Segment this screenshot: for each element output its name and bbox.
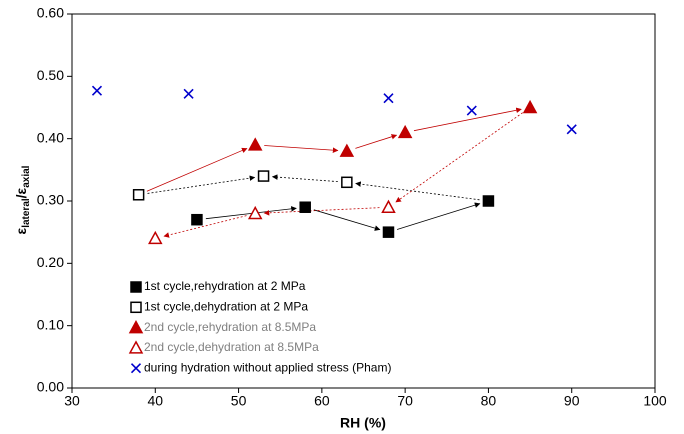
marker xyxy=(341,176,353,189)
y-tick-label: 0.50 xyxy=(37,67,64,83)
y-label-part: /ε xyxy=(13,187,29,198)
legend-label: 1st cycle,rehydration at 2 MPa xyxy=(144,279,306,293)
arrow xyxy=(147,175,256,194)
marker xyxy=(148,230,163,245)
x-tick-label: 60 xyxy=(314,393,330,409)
arrow xyxy=(163,215,247,238)
x-tick-label: 90 xyxy=(564,393,580,409)
marker xyxy=(130,281,142,293)
legend-label: 1st cycle,dehydration at 2 MPa xyxy=(144,299,308,313)
marker xyxy=(128,340,144,354)
y-label-part: axial xyxy=(21,165,32,187)
marker xyxy=(482,195,495,207)
legend-label: 2nd cycle,dehydration at 8.5MPa xyxy=(144,340,319,354)
x-tick-label: 40 xyxy=(147,393,163,409)
marker xyxy=(132,189,145,201)
marker xyxy=(257,170,270,182)
marker xyxy=(522,99,538,114)
marker xyxy=(299,201,311,213)
marker xyxy=(247,137,263,151)
y-tick-label: 0.10 xyxy=(37,316,64,332)
marker xyxy=(191,213,203,226)
x-tick-label: 100 xyxy=(643,393,667,409)
arrow xyxy=(396,202,481,230)
arrow xyxy=(205,206,297,220)
x-tick-label: 80 xyxy=(481,393,497,409)
marker xyxy=(397,124,413,139)
arrow xyxy=(395,112,523,203)
arrow xyxy=(313,209,381,231)
marker xyxy=(383,93,394,104)
marker xyxy=(382,226,395,238)
y-tick-label: 0.00 xyxy=(37,379,64,395)
y-label-part: ε xyxy=(13,227,29,234)
legend-label: 2nd cycle,rehydration at 8.5MPa xyxy=(144,320,316,334)
y-tick-label: 0.20 xyxy=(37,254,64,270)
marker xyxy=(183,88,194,99)
arrow xyxy=(146,147,248,192)
arrow xyxy=(263,207,380,216)
marker xyxy=(128,320,144,334)
marker xyxy=(339,143,355,157)
marker xyxy=(91,85,103,96)
arrow xyxy=(413,107,522,132)
marker xyxy=(566,124,577,135)
marker xyxy=(130,363,142,374)
arrow xyxy=(355,134,398,149)
x-tick-label: 50 xyxy=(231,393,247,409)
marker xyxy=(130,301,142,314)
arrow xyxy=(264,145,339,153)
arrow xyxy=(355,181,480,201)
y-tick-label: 0.30 xyxy=(37,192,64,208)
marker xyxy=(466,105,477,116)
x-axis-label: RH (%) xyxy=(340,415,386,431)
marker xyxy=(381,199,396,213)
marker xyxy=(247,205,263,220)
y-label-part: lateral xyxy=(21,198,32,228)
y-tick-label: 0.40 xyxy=(37,129,64,145)
y-axis-label: εlateral/εaxial xyxy=(13,165,32,234)
arrow xyxy=(271,174,338,183)
legend-label: during hydration without applied stress … xyxy=(144,360,391,374)
x-tick-label: 30 xyxy=(64,393,80,409)
x-tick-label: 70 xyxy=(397,393,413,409)
y-tick-label: 0.60 xyxy=(37,5,64,21)
